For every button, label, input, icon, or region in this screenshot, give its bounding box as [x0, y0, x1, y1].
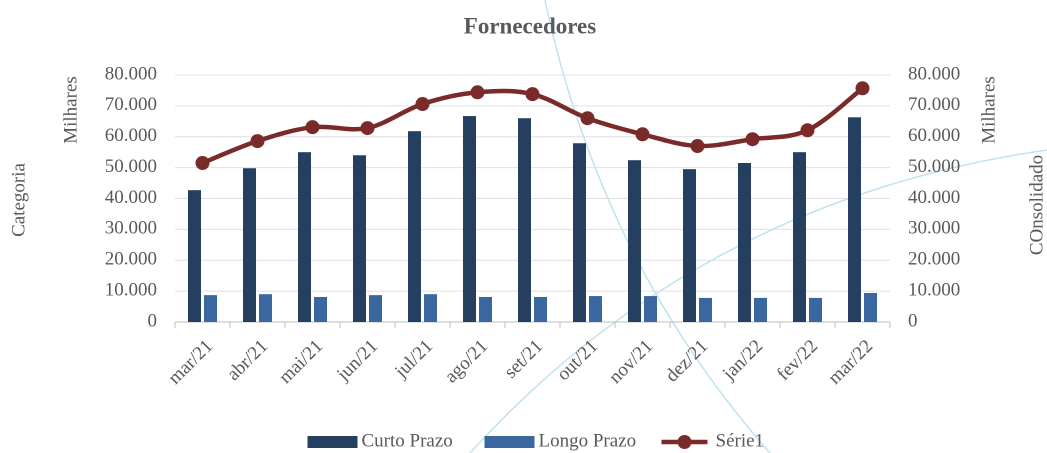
marker [250, 134, 265, 149]
y-tick-label: 50.000 [105, 156, 157, 177]
marker [800, 123, 815, 138]
legend-label: Longo Prazo [539, 430, 637, 451]
y-tick-label: 60.000 [105, 125, 157, 146]
bar [809, 297, 822, 322]
legend-swatch [677, 435, 692, 449]
bar [259, 294, 272, 322]
y2-tick-label: 80.000 [908, 63, 960, 84]
legend-label: Série1 [716, 430, 765, 451]
y-tick-label: 20.000 [105, 249, 157, 270]
legend-swatch [307, 436, 358, 448]
y2-tick-label: 40.000 [908, 187, 960, 208]
bar [848, 117, 861, 322]
x-tick-label: mar/22 [824, 336, 877, 389]
y-tick-label: 80.000 [105, 63, 157, 84]
bar [754, 297, 767, 322]
marker [360, 121, 375, 136]
y-tick-label: 30.000 [105, 218, 157, 239]
y-tick-label: 40.000 [105, 187, 157, 208]
x-tick-label: mar/21 [164, 336, 217, 389]
marker [635, 127, 650, 142]
y2-tick-label: 50.000 [908, 156, 960, 177]
x-tick-label: ago/21 [441, 336, 492, 387]
marker [855, 81, 870, 96]
bar [738, 162, 751, 322]
stray-curve [469, 149, 1047, 453]
marker [305, 120, 320, 135]
bar [628, 160, 641, 322]
x-tick-label: jun/21 [332, 336, 382, 386]
marker [195, 155, 210, 170]
x-tick-label: set/21 [500, 336, 547, 383]
bar [793, 152, 806, 322]
bar [298, 152, 311, 322]
bar [534, 296, 547, 322]
x-tick-label: jul/21 [390, 336, 437, 383]
x-tick-label: jan/22 [718, 336, 767, 385]
y-tick-label: 0 [148, 310, 158, 331]
bar [353, 155, 366, 322]
left-label: Categoria [8, 163, 29, 237]
bar [644, 296, 657, 322]
bar [408, 131, 421, 322]
bar [369, 295, 382, 322]
y2-tick-label: 20.000 [908, 249, 960, 270]
y2-axis-label: Milhares [978, 76, 999, 144]
bar [479, 296, 492, 322]
x-tick-label: mai/21 [275, 336, 327, 388]
y2-tick-label: 30.000 [908, 218, 960, 239]
bar [463, 116, 476, 322]
x-tick-label: nov/21 [605, 336, 657, 388]
bar [573, 143, 586, 322]
bar [188, 190, 201, 322]
bar [518, 118, 531, 322]
x-tick-label: fev/22 [773, 336, 822, 385]
marker [525, 87, 540, 102]
marker [745, 132, 760, 147]
bar [243, 168, 256, 322]
bar [864, 292, 877, 322]
y-axis-label: Milhares [60, 76, 81, 144]
y2-tick-label: 70.000 [908, 94, 960, 115]
y-tick-label: 10.000 [105, 279, 157, 300]
y2-tick-label: 60.000 [908, 125, 960, 146]
right-label: COnsolidado [1026, 155, 1047, 255]
bar [683, 169, 696, 322]
x-tick-label: abr/21 [223, 336, 272, 385]
y2-tick-label: 10.000 [908, 279, 960, 300]
marker [415, 97, 430, 112]
bar [424, 294, 437, 322]
y2-tick-label: 0 [908, 310, 918, 331]
legend-label: Curto Prazo [362, 430, 453, 451]
chart-title: Fornecedores [464, 13, 596, 38]
y-tick-label: 70.000 [105, 94, 157, 115]
marker [470, 85, 485, 100]
bar [589, 296, 602, 322]
legend-swatch [484, 436, 535, 448]
bar [314, 296, 327, 322]
marker [690, 139, 705, 154]
marker [580, 111, 595, 126]
bar [699, 297, 712, 322]
bar [204, 295, 217, 322]
x-tick-label: out/21 [553, 336, 602, 385]
